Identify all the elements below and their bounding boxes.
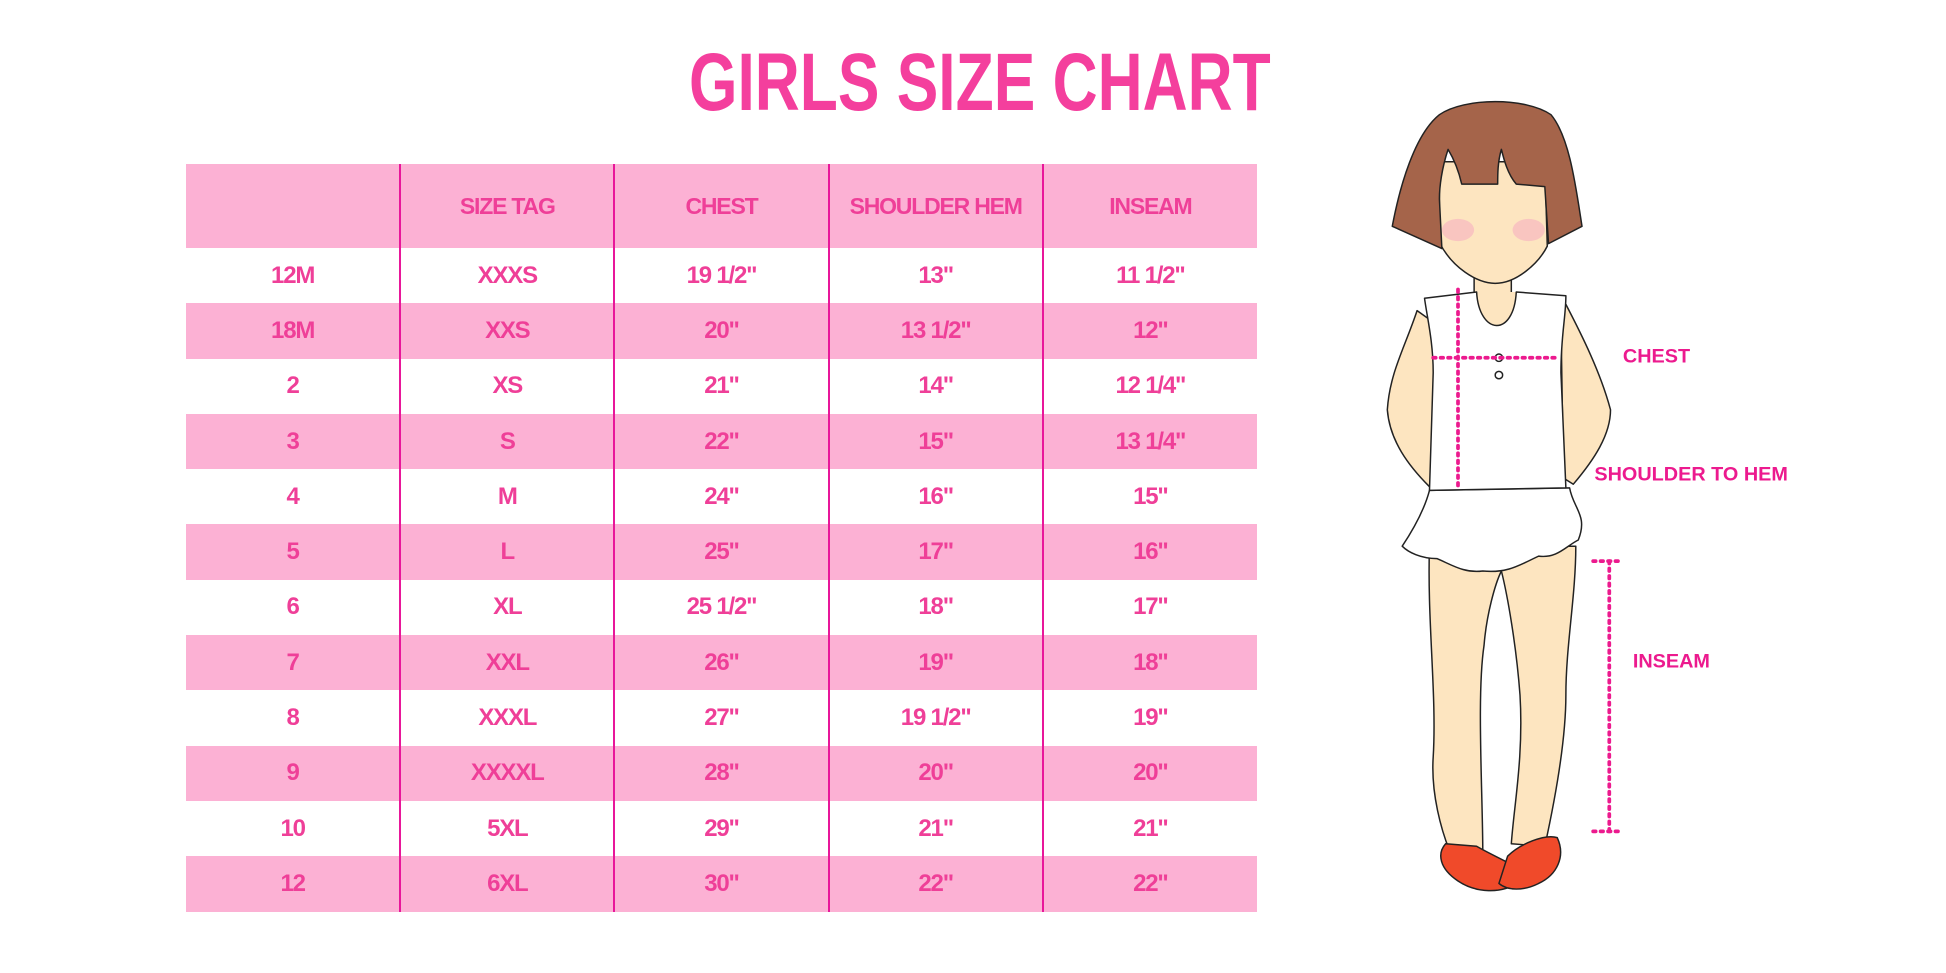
cell-shoulder-hem: 20"	[827, 745, 1043, 801]
cell-size: 8	[286, 704, 300, 732]
header-size-tag: SIZE TAG	[399, 164, 615, 248]
cell-size-tag: M	[399, 469, 615, 525]
cell-shoulder-hem: 18"	[827, 579, 1043, 636]
cell-size: 6	[286, 593, 300, 621]
header-size	[186, 164, 401, 248]
table-row: 12M XXXS 19 1/2" 13" 11 1/2"	[186, 248, 1257, 304]
cell-shoulder-hem: 17"	[827, 524, 1043, 580]
cell-size-tag: 5XL	[399, 800, 615, 857]
cell-chest: 22"	[613, 413, 829, 470]
girl-measurement-illustration: CHEST SHOULDER TO HEM INSEAM	[1386, 100, 1788, 892]
size-chart-table: SIZE TAG CHEST SHOULDER HEM INSEAM 12M XX…	[186, 164, 1257, 912]
table-row: 10 5XL 29" 21" 21"	[186, 800, 1257, 857]
cell-inseam: 13 1/4"	[1041, 413, 1257, 470]
cell-inseam: 21"	[1041, 800, 1257, 857]
table-row: 6 XL 25 1/2" 18" 17"	[186, 579, 1257, 636]
cell-inseam: 12"	[1041, 303, 1257, 359]
left-arm	[1386, 309, 1441, 488]
cell-inseam: 20"	[1041, 745, 1257, 801]
table-row: 4 M 24" 16" 15"	[186, 469, 1257, 525]
table-header-row: SIZE TAG CHEST SHOULDER HEM INSEAM	[186, 164, 1257, 248]
left-shoe-icon	[1440, 843, 1518, 892]
skirt-ruffle	[1401, 487, 1583, 573]
cell-size-tag: L	[399, 524, 615, 580]
cell-size: 10	[280, 814, 305, 842]
header-shoulder-hem: SHOULDER HEM	[827, 164, 1043, 248]
cell-shoulder-hem: 13"	[827, 248, 1043, 304]
table-row: 18M XXS 20" 13 1/2" 12"	[186, 303, 1257, 359]
cell-chest: 28"	[613, 745, 829, 801]
cell-size: 3	[186, 413, 401, 470]
cell-chest: 19 1/2"	[613, 248, 829, 304]
cell-size: 2	[286, 372, 300, 400]
hair	[1391, 100, 1583, 250]
cell-inseam: 16"	[1041, 524, 1257, 580]
cell-size-tag: XS	[399, 358, 615, 414]
cell-size: 9	[186, 745, 401, 801]
cell-inseam: 18"	[1041, 635, 1257, 691]
cell-chest: 25"	[613, 524, 829, 580]
cell-size: 5	[186, 524, 401, 580]
cell-shoulder-hem: 13 1/2"	[827, 303, 1043, 359]
cell-chest: 25 1/2"	[613, 579, 829, 636]
table-row: 2 XS 21" 14" 12 1/4"	[186, 358, 1257, 414]
cell-chest: 21"	[613, 358, 829, 414]
cell-chest: 29"	[613, 800, 829, 857]
cell-size-tag: 6XL	[399, 856, 615, 912]
table-row: 7 XXL 26" 19" 18"	[186, 635, 1257, 691]
table-row: 8 XXXL 27" 19 1/2" 19"	[186, 690, 1257, 746]
header-inseam: INSEAM	[1041, 164, 1257, 248]
cell-size-tag: XXL	[399, 635, 615, 691]
cell-chest: 26"	[613, 635, 829, 691]
cell-size: 12	[186, 856, 401, 912]
table-row: 3 S 22" 15" 13 1/4"	[186, 413, 1257, 470]
cell-shoulder-hem: 16"	[827, 469, 1043, 525]
page-title: GIRLS SIZE CHART	[689, 37, 1271, 128]
cell-chest: 30"	[613, 856, 829, 912]
cell-chest: 27"	[613, 690, 829, 746]
cell-size: 12M	[271, 261, 315, 289]
cell-size-tag: XL	[399, 579, 615, 636]
cell-inseam: 19"	[1041, 690, 1257, 746]
cell-size-tag: XXXL	[399, 690, 615, 746]
cell-size: 4	[286, 482, 300, 510]
chest-label: CHEST	[1623, 346, 1690, 368]
cell-inseam: 11 1/2"	[1041, 248, 1257, 304]
cell-shoulder-hem: 19"	[827, 635, 1043, 691]
face	[1438, 161, 1549, 285]
cell-size-tag: XXXXL	[399, 745, 615, 801]
cell-size: 18M	[186, 303, 401, 359]
cell-inseam: 15"	[1041, 469, 1257, 525]
inseam-label: INSEAM	[1633, 651, 1710, 673]
right-shoe-icon	[1498, 836, 1562, 890]
cell-inseam: 17"	[1041, 579, 1257, 636]
legs	[1428, 545, 1577, 855]
table-row: 12 6XL 30" 22" 22"	[186, 856, 1257, 912]
cell-shoulder-hem: 22"	[827, 856, 1043, 912]
table-row: 9 XXXXL 28" 20" 20"	[186, 745, 1257, 801]
header-chest: CHEST	[613, 164, 829, 248]
cell-size: 7	[186, 635, 401, 691]
cell-chest: 24"	[613, 469, 829, 525]
cell-size-tag: S	[399, 413, 615, 470]
cell-inseam: 22"	[1041, 856, 1257, 912]
cell-shoulder-hem: 19 1/2"	[827, 690, 1043, 746]
cell-inseam: 12 1/4"	[1041, 358, 1257, 414]
cell-size-tag: XXS	[399, 303, 615, 359]
table-row: 5 L 25" 17" 16"	[186, 524, 1257, 580]
cell-size-tag: XXXS	[399, 248, 615, 304]
cell-shoulder-hem: 15"	[827, 413, 1043, 470]
cell-shoulder-hem: 21"	[827, 800, 1043, 857]
shoulder-to-hem-label: SHOULDER TO HEM	[1594, 463, 1788, 485]
cell-shoulder-hem: 14"	[827, 358, 1043, 414]
cell-chest: 20"	[613, 303, 829, 359]
right-arm	[1560, 303, 1612, 485]
